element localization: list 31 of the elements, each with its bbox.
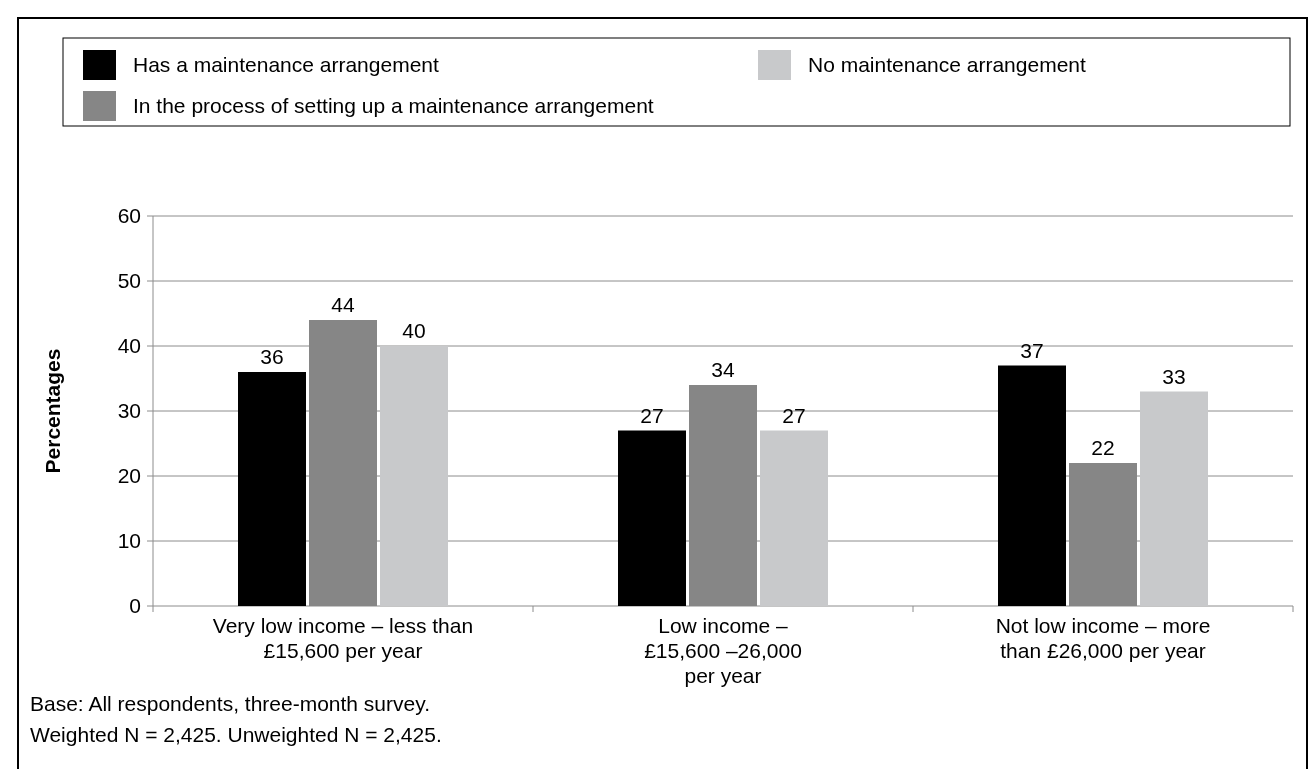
data-label: 40 [402,319,426,342]
legend-label: Has a maintenance arrangement [133,53,440,76]
y-tick-label: 40 [117,334,141,357]
bar [760,430,828,606]
y-tick-label: 30 [117,399,141,422]
x-tick-label: Not low income – more than £26,000 per year [995,614,1211,662]
y-tick-label: 60 [117,204,141,227]
text: Base: All respondents, three-month survey. [30,692,430,715]
legend-label: In the process of setting up a maintenance arrangement [133,94,654,117]
data-label: 37 [1020,338,1044,362]
text: Weighted N = 2,425. Unweighted N = 2,425. [30,723,442,746]
bar [238,372,306,606]
x-tick-label: Low income – £15,600 –26,000 per year [644,614,802,687]
y-axis-title: Percentages [41,348,64,474]
data-label: 34 [711,358,735,381]
y-tick-label: 20 [117,464,141,487]
bar [998,365,1066,606]
bar [618,430,686,606]
y-tick-label: 0 [129,594,141,617]
data-label: 27 [782,403,806,427]
data-label: 27 [640,403,664,427]
bar [1140,391,1208,606]
data-label: 44 [331,293,355,316]
y-tick-label: 50 [117,269,141,292]
data-label: 22 [1091,436,1115,459]
legend-label: No maintenance arrangement [808,53,1086,76]
data-label: 36 [260,345,284,368]
x-tick-label: Very low income – less than £15,600 per year [212,614,474,662]
data-label: 33 [1162,364,1186,388]
bar [380,346,448,606]
y-tick-label: 10 [117,529,141,552]
